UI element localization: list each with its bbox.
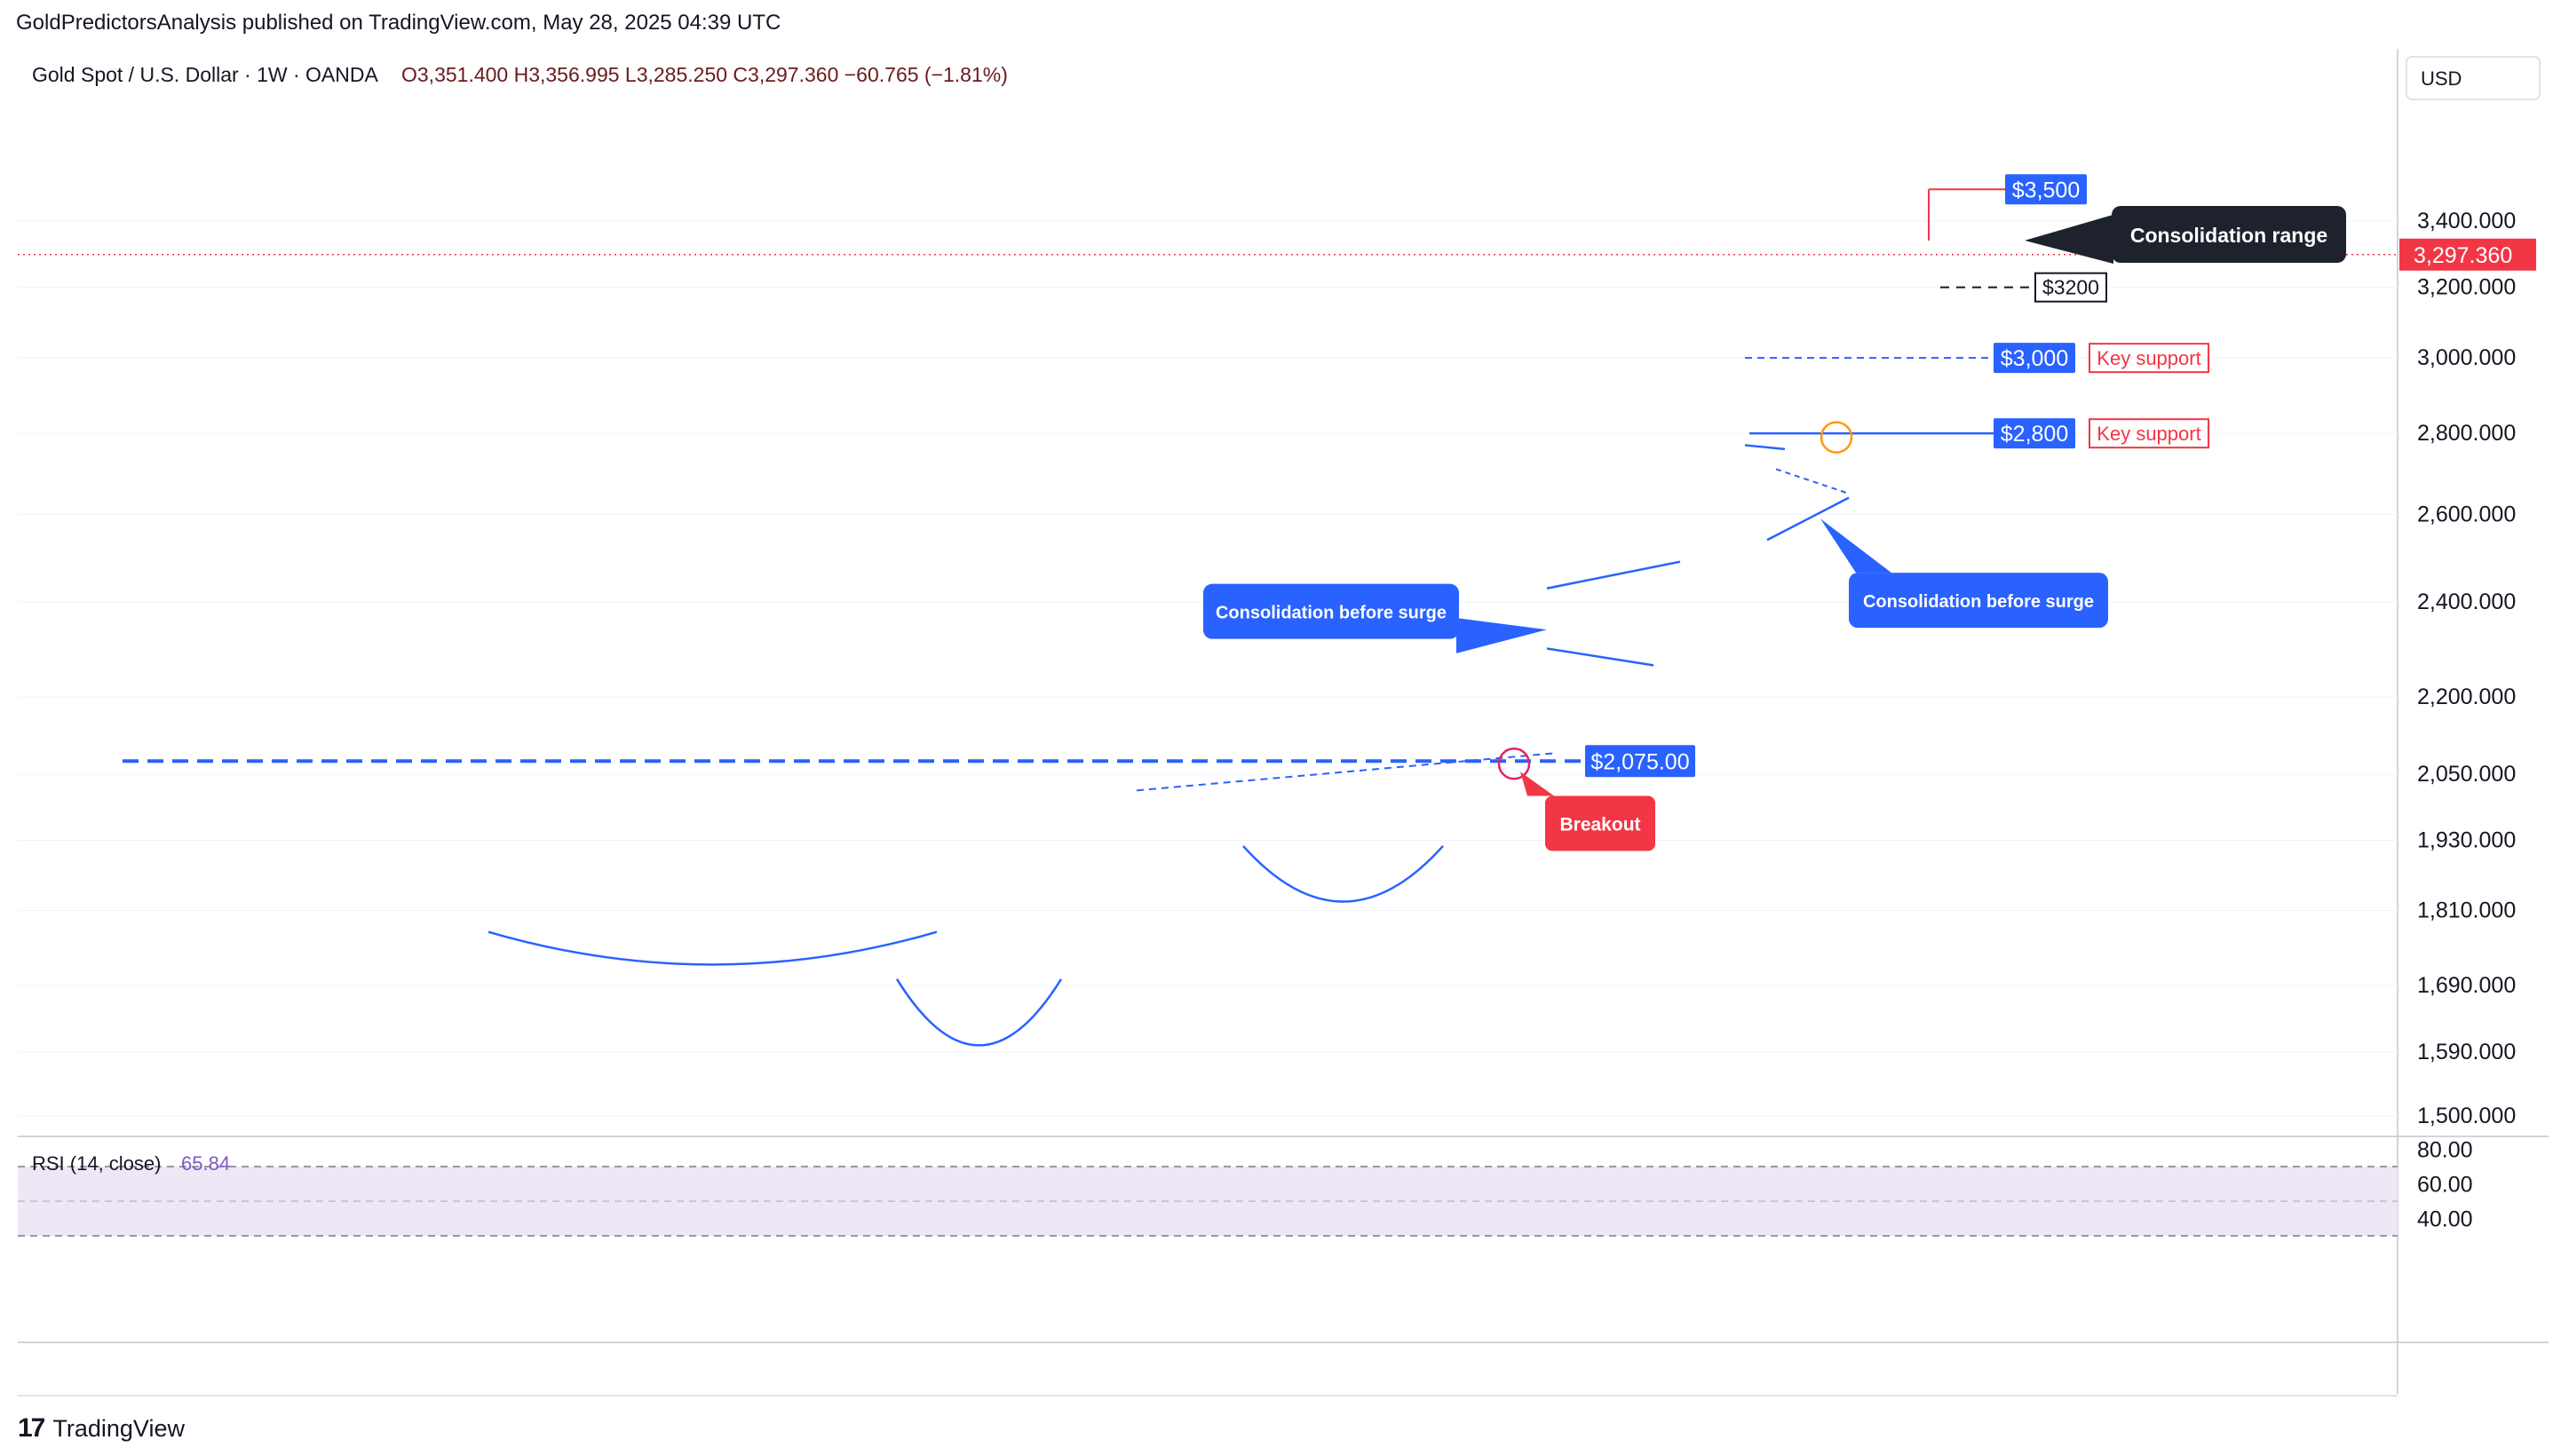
consolidation-2-callout-bg [1849, 573, 2108, 629]
breakout-pointer [1520, 772, 1554, 796]
level-3500-tag: $3,500 [2012, 178, 2080, 202]
price-tick-label: 3,400.000 [2417, 209, 2516, 233]
level-2800-tag-bg [1994, 418, 2075, 449]
level-2800-tag: $2,800 [2001, 422, 2068, 447]
level-3200-tag-bg [2034, 272, 2107, 303]
wedge-dashed-line [1775, 468, 1850, 495]
price-tick-label: 1,810.000 [2417, 898, 2516, 923]
retest-circle [1820, 421, 1853, 454]
price-tick-label: 3,200.000 [2417, 275, 2516, 300]
consolidation-1-callout-bg [1203, 583, 1459, 639]
price-tick-label: 2,050.000 [2417, 762, 2516, 787]
consolidation-1-pointer [1456, 618, 1547, 653]
rsi-tick-label: 40.00 [2417, 1207, 2473, 1232]
wedge-lower-line [1766, 496, 1850, 542]
price-tick-label: 2,800.000 [2417, 421, 2516, 446]
wedge-upper-line [1744, 444, 1786, 451]
key-support-3000-bg [2089, 343, 2209, 374]
breakout-circle [1497, 748, 1531, 780]
price-tick-label: 1,690.000 [2417, 973, 2516, 998]
rising-trendline [1136, 752, 1555, 792]
currency-button-bg[interactable] [2406, 56, 2541, 100]
consolidation-range-callout-text: Consolidation range [2130, 224, 2327, 247]
rounded-bottom-arc [1242, 845, 1444, 903]
tradingview-brand: TradingView [52, 1414, 185, 1442]
annotation-shapes [123, 188, 2035, 1047]
consolidation-1-callout-text: Consolidation before surge [1216, 604, 1447, 623]
tradingview-logo[interactable]: 17 TradingView [18, 1413, 185, 1444]
symbol-legend[interactable]: Gold Spot / U.S. Dollar · 1W · OANDA [32, 63, 378, 86]
consolidation-2-pointer [1820, 518, 1891, 574]
rounded-bottom-arc [895, 978, 1063, 1047]
rsi-tick-label: 80.00 [2417, 1138, 2473, 1163]
level-3000-tag-bg [1994, 343, 2075, 374]
rsi-legend-label[interactable]: RSI (14, close) [32, 1152, 162, 1175]
rsi-tick-label: 60.00 [2417, 1173, 2473, 1198]
price-tick-label: 2,200.000 [2417, 684, 2516, 709]
pennant-lower-line [1546, 647, 1654, 667]
level-3200-tag: $3200 [2042, 276, 2099, 299]
resistance-tag-bg [1585, 745, 1695, 778]
resistance-tag: $2,075.00 [1590, 749, 1689, 774]
last-price-tag [2399, 238, 2536, 271]
rsi-legend-value: 65.84 [181, 1152, 230, 1175]
currency-button[interactable]: USD [2421, 67, 2462, 90]
tradingview-logo-icon: 17 [18, 1413, 45, 1443]
key-support-3000-text: Key support [2097, 347, 2200, 369]
published-caption: GoldPredictorsAnalysis published on Trad… [16, 11, 781, 35]
key-support-2800-text: Key support [2097, 423, 2200, 445]
price-tick-label: 1,590.000 [2417, 1040, 2516, 1064]
price-tick-label: 2,400.000 [2417, 590, 2516, 614]
price-tick-label: 1,500.000 [2417, 1104, 2516, 1128]
annotation-labels: $2,075.00 Breakout Consolidation before su… [1203, 174, 2346, 851]
price-axis[interactable]: 1,500.000 1,590.000 1,690.000 1,810.000 1,93… [2399, 209, 2536, 1128]
rounded-bottom-arc [488, 930, 938, 966]
consolidation-range-pointer [2025, 214, 2113, 265]
price-tick-label: 3,000.000 [2417, 345, 2516, 370]
rsi-band [18, 1167, 2398, 1236]
price-tick-label: 1,930.000 [2417, 828, 2516, 853]
consolidation-2-callout-text: Consolidation before surge [1863, 592, 2094, 612]
breakout-callout-text: Breakout [1559, 814, 1640, 835]
last-price-label: 3,297.360 [2414, 243, 2512, 268]
price-tick-label: 2,600.000 [2417, 502, 2516, 526]
level-3000-tag: $3,000 [2001, 346, 2068, 371]
rsi-pane: 40.00 60.00 80.00 [18, 1138, 2473, 1237]
ohlc-legend: O3,351.400 H3,356.995 L3,285.250 C3,297.… [401, 63, 1008, 86]
key-support-2800-bg [2089, 418, 2209, 449]
breakout-callout-bg [1545, 795, 1655, 851]
level-3500-tag-bg [2005, 174, 2087, 205]
consolidation-range-callout-bg [2112, 206, 2346, 263]
pennant-upper-line [1546, 560, 1681, 590]
